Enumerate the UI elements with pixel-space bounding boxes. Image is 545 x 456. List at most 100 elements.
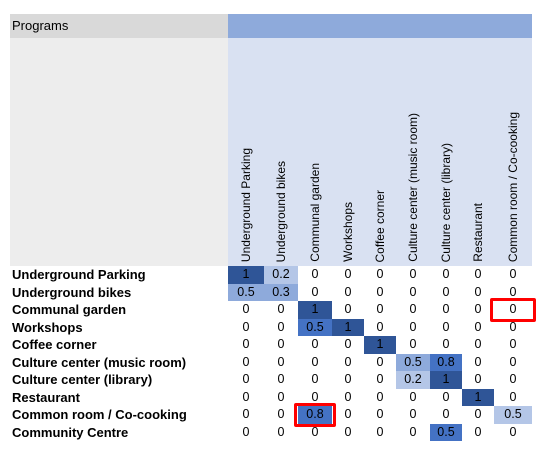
matrix-cell[interactable]: 0 xyxy=(442,337,450,351)
matrix-cell[interactable]: 0 xyxy=(474,354,482,369)
matrix-cell[interactable]: 0 xyxy=(442,407,450,421)
matrix-cell[interactable]: 0 xyxy=(409,337,417,351)
matrix-cell[interactable]: 0 xyxy=(277,372,285,386)
row-header-label[interactable]: Culture center (library) xyxy=(12,372,153,387)
matrix-cell[interactable]: 0 xyxy=(277,424,285,439)
matrix-cell[interactable]: 1 xyxy=(332,318,364,336)
matrix-cell[interactable]: 0 xyxy=(442,389,450,404)
matrix-cell[interactable]: 0 xyxy=(509,302,517,316)
matrix-cell[interactable]: 0 xyxy=(409,302,417,316)
matrix-cell[interactable]: 0 xyxy=(376,424,384,439)
matrix-cell[interactable]: 0 xyxy=(442,319,450,334)
column-header[interactable]: Culture center (music room) xyxy=(396,96,430,262)
matrix-cell[interactable]: 0 xyxy=(474,302,482,316)
matrix-cell[interactable]: 0 xyxy=(311,372,319,386)
matrix-cell[interactable]: 1 xyxy=(228,266,264,284)
matrix-cell[interactable]: 0 xyxy=(344,424,352,439)
matrix-cell[interactable]: 0.5 xyxy=(430,423,462,441)
matrix-cell[interactable]: 0 xyxy=(509,389,517,404)
matrix-cell[interactable]: 0.8 xyxy=(430,353,462,371)
matrix-cell[interactable]: 0 xyxy=(409,407,417,421)
matrix-cell[interactable]: 0 xyxy=(474,319,482,334)
matrix-cell[interactable]: 0.5 xyxy=(494,406,532,424)
matrix-cell[interactable]: 0 xyxy=(509,337,517,351)
matrix-cell[interactable]: 0 xyxy=(311,354,319,369)
row-header-label[interactable]: Community Centre xyxy=(12,424,129,440)
matrix-cell[interactable]: 0 xyxy=(409,284,417,299)
matrix-cell[interactable]: 0 xyxy=(509,424,517,439)
matrix-cell[interactable]: 0 xyxy=(376,267,384,281)
matrix-cell[interactable]: 0 xyxy=(474,424,482,439)
matrix-cell[interactable]: 0 xyxy=(442,302,450,316)
matrix-cell[interactable]: 0 xyxy=(311,267,319,281)
matrix-cell[interactable]: 0 xyxy=(344,267,352,281)
matrix-cell[interactable]: 0 xyxy=(311,284,319,299)
matrix-cell[interactable]: 0 xyxy=(242,389,250,404)
matrix-cell[interactable]: 0 xyxy=(344,389,352,404)
matrix-cell[interactable]: 0 xyxy=(409,319,417,334)
matrix-cell[interactable]: 0 xyxy=(277,354,285,369)
row-header-label[interactable]: Underground Parking xyxy=(12,267,146,282)
row-header-label[interactable]: Workshops xyxy=(12,319,83,335)
matrix-cell[interactable]: 0 xyxy=(311,337,319,351)
matrix-cell[interactable]: 1 xyxy=(364,336,396,354)
column-header[interactable]: Coffee corner xyxy=(364,96,396,263)
matrix-cell[interactable]: 0 xyxy=(474,407,482,421)
matrix-cell[interactable]: 0.2 xyxy=(264,266,298,284)
row-header-label[interactable]: Common room / Co-cooking xyxy=(12,407,187,422)
matrix-cell[interactable]: 0 xyxy=(376,354,384,369)
matrix-cell[interactable]: 0.3 xyxy=(264,283,298,301)
matrix-cell[interactable]: 0 xyxy=(376,284,384,299)
matrix-cell[interactable]: 0 xyxy=(242,302,250,316)
matrix-cell[interactable]: 0 xyxy=(376,372,384,386)
matrix-cell[interactable]: 0 xyxy=(277,407,285,421)
matrix-cell[interactable]: 0 xyxy=(344,354,352,369)
column-header[interactable]: Workshops xyxy=(332,96,364,262)
matrix-cell[interactable]: 0 xyxy=(277,319,285,334)
matrix-cell[interactable]: 0 xyxy=(277,302,285,316)
column-header[interactable]: Underground Parking xyxy=(228,96,264,262)
matrix-cell[interactable]: 0 xyxy=(344,407,352,421)
column-header[interactable]: Culture center (library) xyxy=(430,96,462,262)
matrix-cell[interactable]: 0 xyxy=(509,267,517,281)
matrix-cell[interactable]: 0 xyxy=(509,372,517,386)
row-header-label[interactable]: Restaurant xyxy=(12,389,80,405)
matrix-cell[interactable]: 0 xyxy=(277,337,285,351)
matrix-cell[interactable]: 0 xyxy=(344,302,352,316)
matrix-cell[interactable]: 0 xyxy=(474,337,482,351)
matrix-cell[interactable]: 0 xyxy=(442,284,450,299)
matrix-cell[interactable]: 0 xyxy=(311,389,319,404)
matrix-cell[interactable]: 1 xyxy=(462,388,494,406)
matrix-cell[interactable]: 0 xyxy=(242,354,250,369)
matrix-cell[interactable]: 0 xyxy=(409,424,417,439)
matrix-cell[interactable]: 0 xyxy=(242,424,250,439)
row-header-label[interactable]: Communal garden xyxy=(12,302,127,317)
matrix-cell[interactable]: 0 xyxy=(344,337,352,351)
matrix-cell[interactable]: 0 xyxy=(442,267,450,281)
matrix-cell[interactable]: 0 xyxy=(474,372,482,386)
matrix-cell[interactable]: 0 xyxy=(474,267,482,281)
row-header-label[interactable]: Underground bikes xyxy=(12,284,132,300)
matrix-cell[interactable]: 0 xyxy=(509,284,517,299)
matrix-cell[interactable]: 0.5 xyxy=(228,283,264,301)
column-header[interactable]: Communal garden xyxy=(298,96,332,262)
matrix-cell[interactable]: 0.5 xyxy=(396,353,430,371)
matrix-cell[interactable]: 0 xyxy=(277,389,285,404)
matrix-cell[interactable]: 0 xyxy=(344,372,352,386)
matrix-cell[interactable]: 0.5 xyxy=(298,318,332,336)
matrix-cell[interactable]: 0 xyxy=(474,284,482,299)
matrix-cell[interactable]: 0 xyxy=(376,389,384,404)
matrix-cell[interactable]: 0 xyxy=(376,302,384,316)
row-header-label[interactable]: Culture center (music room) xyxy=(12,354,187,370)
matrix-cell[interactable]: 0 xyxy=(409,389,417,404)
matrix-cell[interactable]: 0 xyxy=(242,337,250,351)
matrix-cell[interactable]: 1 xyxy=(430,371,462,389)
matrix-cell[interactable]: 0.8 xyxy=(298,406,332,424)
matrix-cell[interactable]: 0 xyxy=(376,319,384,334)
matrix-cell[interactable]: 0 xyxy=(509,319,517,334)
matrix-cell[interactable]: 0 xyxy=(376,407,384,421)
column-header[interactable]: Underground bikes xyxy=(264,96,298,262)
matrix-cell[interactable]: 0 xyxy=(409,267,417,281)
matrix-cell[interactable]: 0 xyxy=(344,284,352,299)
column-header[interactable]: Common room / Co-cooking xyxy=(494,96,532,262)
